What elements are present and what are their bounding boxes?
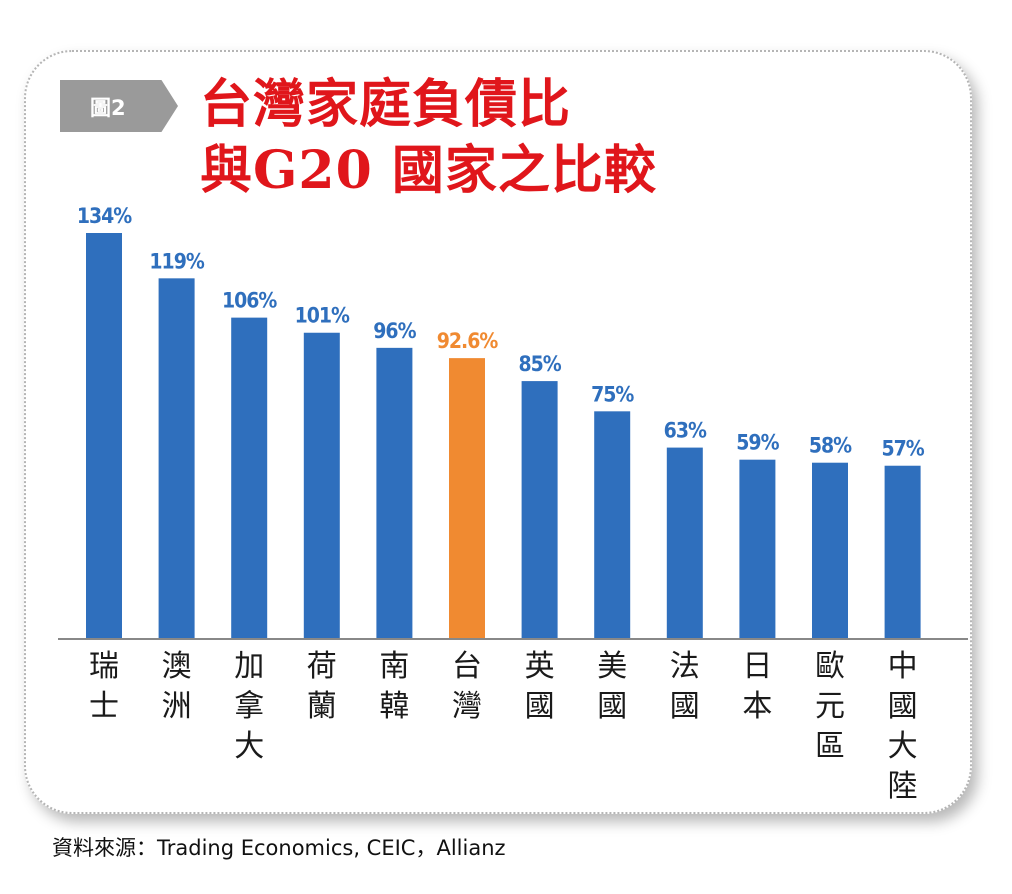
data-label-9: 59% xyxy=(736,431,779,455)
category-label-7-char-1: 國 xyxy=(597,689,627,724)
category-label-11-char-1: 國 xyxy=(888,689,918,724)
category-label-2-char-2: 大 xyxy=(234,729,264,764)
category-label-11-char-3: 陸 xyxy=(888,769,918,804)
data-label-3: 101% xyxy=(295,304,350,328)
data-label-11: 57% xyxy=(881,437,924,461)
category-label-7-char-0: 美 xyxy=(597,649,627,684)
figure-tag-label: 圖2 xyxy=(90,96,126,120)
bar-10 xyxy=(812,462,848,638)
chart-title-line-2: 與G20 國家之比較 xyxy=(200,140,657,201)
category-label-1-char-0: 澳 xyxy=(162,649,192,684)
bar-8 xyxy=(666,447,703,638)
category-label-6-char-0: 英 xyxy=(525,649,555,684)
data-label-2: 106% xyxy=(222,289,277,313)
category-label-1-char-1: 洲 xyxy=(162,689,192,724)
category-label-4-char-1: 韓 xyxy=(379,689,409,724)
category-label-4-char-0: 南 xyxy=(379,649,409,684)
bar-11 xyxy=(884,465,921,638)
category-label-10-char-2: 區 xyxy=(815,729,845,764)
chart-title: 台灣家庭負債比 與G20 國家之比較 xyxy=(200,72,657,204)
category-label-0-char-1: 士 xyxy=(89,689,119,724)
data-label-1: 119% xyxy=(149,249,204,273)
category-label-5-char-0: 台 xyxy=(452,649,482,684)
category-label-9-char-0: 日 xyxy=(742,649,772,684)
category-label-8-char-1: 國 xyxy=(670,689,700,724)
category-label-6-char-1: 國 xyxy=(525,689,555,724)
source-note: 資料來源：Trading Economics, CEIC，Allianz xyxy=(52,836,506,860)
data-label-10: 58% xyxy=(809,434,852,458)
bar-2 xyxy=(231,317,268,638)
figure-tag: 圖2 xyxy=(60,80,178,132)
bar-3 xyxy=(303,332,340,638)
chart-title-line-1: 台灣家庭負債比 xyxy=(200,74,572,135)
category-label-11-char-2: 大 xyxy=(888,729,918,764)
data-label-4: 96% xyxy=(373,319,416,343)
data-label-6: 85% xyxy=(518,352,561,376)
data-label-7: 75% xyxy=(591,382,634,406)
category-label-11-char-0: 中 xyxy=(888,649,918,684)
category-label-3-char-1: 蘭 xyxy=(307,689,337,724)
category-label-9-char-1: 本 xyxy=(742,689,772,724)
data-label-8: 63% xyxy=(664,419,707,443)
category-label-10-char-1: 元 xyxy=(815,689,845,724)
bar-0 xyxy=(86,233,122,638)
category-label-2-char-0: 加 xyxy=(234,649,264,684)
bar-6 xyxy=(521,381,558,638)
category-label-0-char-0: 瑞 xyxy=(89,649,119,684)
data-label-5: 92.6% xyxy=(437,329,499,353)
data-label-0: 134% xyxy=(77,204,132,228)
bar-7 xyxy=(594,411,631,638)
bar-4 xyxy=(376,347,413,638)
category-label-8-char-0: 法 xyxy=(670,649,700,684)
category-label-2-char-1: 拿 xyxy=(234,689,264,724)
category-label-3-char-0: 荷 xyxy=(307,649,337,684)
bar-1 xyxy=(158,278,195,638)
category-label-10-char-0: 歐 xyxy=(815,649,845,684)
bar-5 xyxy=(449,358,485,638)
bar-9 xyxy=(739,459,776,638)
category-label-5-char-1: 灣 xyxy=(452,689,482,724)
